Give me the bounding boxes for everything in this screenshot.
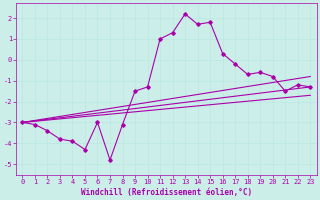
X-axis label: Windchill (Refroidissement éolien,°C): Windchill (Refroidissement éolien,°C) bbox=[81, 188, 252, 197]
